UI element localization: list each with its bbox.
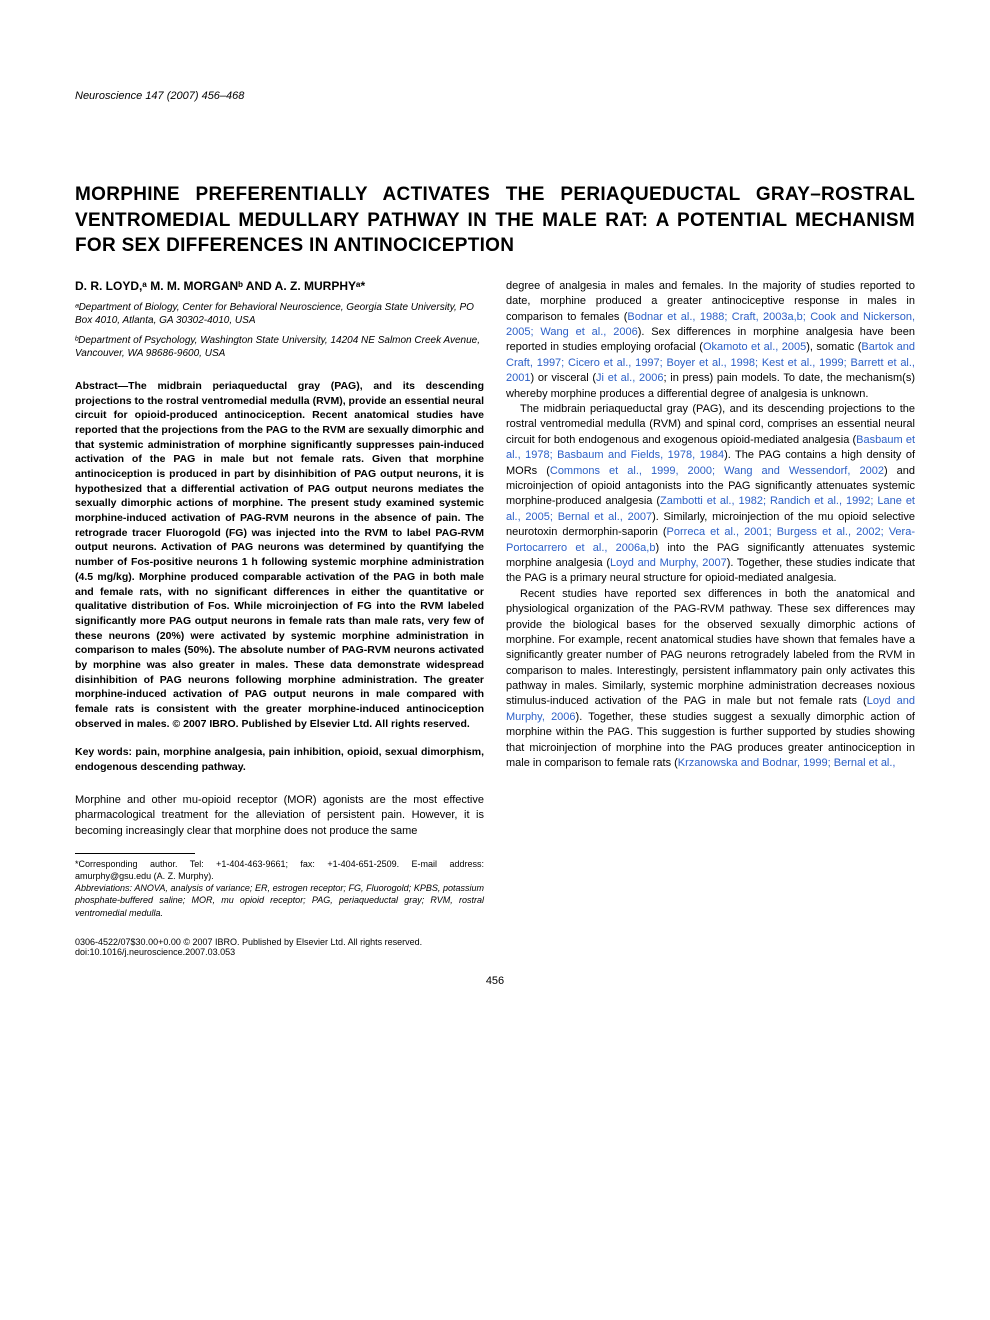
journal-citation: Neuroscience 147 (2007) 456–468 bbox=[75, 90, 915, 102]
abbreviations-footnote: Abbreviations: ANOVA, analysis of varian… bbox=[75, 882, 484, 918]
paragraph-2: The midbrain periaqueductal gray (PAG), … bbox=[506, 402, 915, 587]
keywords-text: Key words: pain, morphine analgesia, pai… bbox=[75, 745, 484, 774]
p1-text-d: ) or visceral ( bbox=[530, 372, 596, 384]
abstract-text: Abstract—The midbrain periaqueductal gra… bbox=[75, 379, 484, 732]
authors-line: D. R. LOYD,ᵃ M. M. MORGANᵇ AND A. Z. MUR… bbox=[75, 279, 484, 293]
paragraph-3: Recent studies have reported sex differe… bbox=[506, 587, 915, 772]
citation-link[interactable]: Okamoto et al., 2005 bbox=[703, 341, 806, 353]
affiliation-a: ᵃDepartment of Biology, Center for Behav… bbox=[75, 301, 484, 328]
p3-text-a: Recent studies have reported sex differe… bbox=[506, 588, 915, 708]
footnote-separator bbox=[75, 853, 195, 854]
intro-text: Morphine and other mu-opioid receptor (M… bbox=[75, 793, 484, 839]
p2-text-a: The midbrain periaqueductal gray (PAG), … bbox=[506, 403, 915, 446]
doi-line: doi:10.1016/j.neuroscience.2007.03.053 bbox=[75, 947, 915, 957]
left-column: D. R. LOYD,ᵃ M. M. MORGANᵇ AND A. Z. MUR… bbox=[75, 279, 484, 919]
abbreviations-text: Abbreviations: ANOVA, analysis of varian… bbox=[75, 883, 484, 917]
citation-link[interactable]: Commons et al., 1999, 2000; Wang and Wes… bbox=[550, 465, 884, 477]
paragraph-1: degree of analgesia in males and females… bbox=[506, 279, 915, 402]
citation-link[interactable]: Krzanowska and Bodnar, 1999; Bernal et a… bbox=[678, 757, 896, 769]
article-title: MORPHINE PREFERENTIALLY ACTIVATES THE PE… bbox=[75, 182, 915, 259]
citation-link[interactable]: Ji et al., 2006 bbox=[596, 372, 663, 384]
corresponding-author-footnote: *Corresponding author. Tel: +1-404-463-9… bbox=[75, 858, 484, 882]
left-intro-paragraph: Morphine and other mu-opioid receptor (M… bbox=[75, 793, 484, 839]
page-number: 456 bbox=[75, 975, 915, 987]
affiliation-b: ᵇDepartment of Psychology, Washington St… bbox=[75, 334, 484, 361]
citation-link[interactable]: Loyd and Murphy, 2007 bbox=[610, 557, 727, 569]
copyright-line-1: 0306-4522/07$30.00+0.00 © 2007 IBRO. Pub… bbox=[75, 937, 915, 947]
right-column: degree of analgesia in males and females… bbox=[506, 279, 915, 919]
p1-text-c: ), somatic ( bbox=[806, 341, 861, 353]
two-column-layout: D. R. LOYD,ᵃ M. M. MORGANᵇ AND A. Z. MUR… bbox=[75, 279, 915, 919]
